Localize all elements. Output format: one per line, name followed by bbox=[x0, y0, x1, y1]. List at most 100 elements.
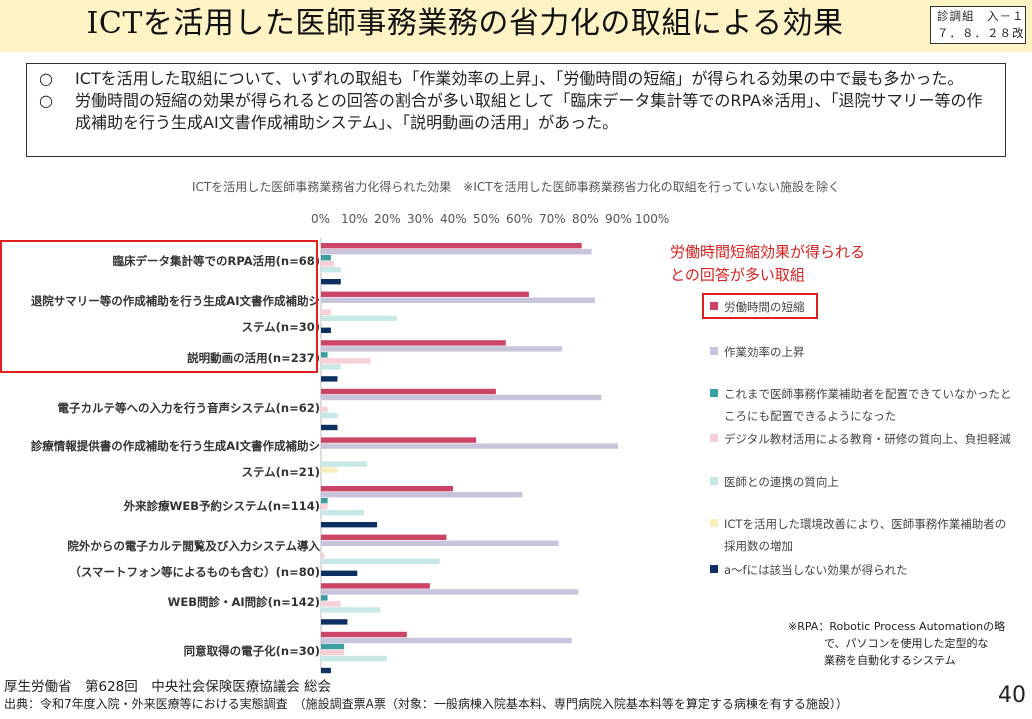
page-title: ICTを活用した医師事務業務の省力化の取組による効果 bbox=[86, 6, 844, 41]
bar bbox=[321, 364, 341, 370]
bar bbox=[321, 467, 338, 473]
bar bbox=[321, 261, 335, 267]
bar bbox=[321, 607, 381, 613]
x-tick-label: 40% bbox=[440, 212, 467, 226]
legend-swatch bbox=[710, 477, 718, 485]
legend-label: デジタル教材活用による教育・研修の質向上、負担軽減 bbox=[724, 432, 1011, 446]
bar bbox=[321, 437, 477, 443]
category-label: 院外からの電子カルテ閲覧及び入力システム導入 bbox=[67, 539, 320, 553]
bar bbox=[321, 279, 341, 285]
badge-line-1: 診調組 入－１ bbox=[937, 9, 1025, 23]
legend-label: 労働時間の短縮 bbox=[724, 300, 805, 314]
bar bbox=[321, 643, 345, 650]
bar bbox=[321, 486, 453, 492]
bar bbox=[321, 667, 331, 674]
legend-item: これまで医師事務作業補助者を配置できていなかったと bbox=[710, 383, 1012, 405]
legend-label: 採用数の増加 bbox=[724, 539, 793, 553]
bar bbox=[321, 267, 341, 273]
legend-item: 採用数の増加 bbox=[724, 535, 793, 557]
bar bbox=[321, 534, 447, 540]
bar bbox=[321, 412, 338, 419]
legend-label: ころにも配置できるようになった bbox=[724, 409, 897, 423]
x-tick-label: 100% bbox=[635, 212, 670, 226]
legend-label: 医師との連携の質向上 bbox=[724, 475, 839, 489]
summary-point-1-text: ICTを活用した取組について、いずれの取組も「作業効率の上昇」、「労働時間の短縮… bbox=[75, 69, 964, 88]
bar bbox=[321, 631, 407, 638]
highlight-box bbox=[0, 240, 318, 373]
document-badge: 診調組 入－１ ７．８．２８改 bbox=[930, 6, 1026, 44]
category-label: WEB問診・AI問診(n=142) bbox=[167, 595, 320, 609]
category-label: ステム(n=21) bbox=[241, 465, 321, 479]
legend-label: これまで医師事務作業補助者を配置できていなかったと bbox=[724, 387, 1012, 401]
legend-label: ICTを活用した環境改善により、医師事務作業補助者の bbox=[724, 517, 1007, 531]
bar bbox=[321, 619, 348, 625]
page-number: 40 bbox=[998, 683, 1026, 708]
x-tick-label: 10% bbox=[341, 212, 368, 226]
category-label: ステム(n=30) bbox=[241, 320, 321, 334]
bar bbox=[321, 570, 358, 576]
bar bbox=[321, 346, 562, 352]
legend-swatch bbox=[710, 434, 718, 442]
legend-item: ころにも配置できるようになった bbox=[724, 405, 896, 427]
legend-item: a～fには該当しない効果が得られた bbox=[710, 559, 908, 581]
bar bbox=[321, 498, 328, 504]
bar bbox=[321, 504, 328, 510]
category-label: 診療情報提供書の作成補助を行う生成AI文書作成補助シ bbox=[30, 439, 320, 453]
bar bbox=[321, 309, 331, 315]
bar bbox=[321, 655, 387, 662]
bar bbox=[321, 249, 592, 255]
bullet-mark: ○ bbox=[39, 69, 53, 88]
highlight-note: 労働時間短縮効果が得られる との回答が多い取組 bbox=[670, 241, 865, 287]
rpa-footnote: ※RPA：Robotic Process Automationの略 で、パソコン… bbox=[788, 618, 1005, 669]
footer-org: 厚生労働省 第628回 中央社会保険医療協議会 総会 bbox=[4, 679, 332, 695]
category-label: 臨床データ集計等でのRPA活用(n=68) bbox=[112, 254, 320, 268]
legend-item: ICTを活用した環境改善により、医師事務作業補助者の bbox=[710, 513, 1006, 535]
bar bbox=[321, 255, 331, 261]
legend-swatch bbox=[710, 389, 718, 397]
legend-item: 労働時間の短縮 bbox=[710, 296, 805, 318]
summary-point-1: ○ ICTを活用した取組について、いずれの取組も「作業効率の上昇」、「労働時間の… bbox=[37, 68, 995, 90]
chart-title: ICTを活用した医師事務業務省力化得られた効果 ※ICTを活用した医師事務業務省… bbox=[192, 180, 840, 194]
category-label: 説明動画の活用(n=237) bbox=[187, 351, 320, 365]
bar bbox=[321, 558, 440, 564]
x-tick-label: 30% bbox=[407, 212, 434, 226]
x-tick-label: 80% bbox=[572, 212, 599, 226]
bar bbox=[321, 424, 338, 431]
summary-box: ○ ICTを活用した取組について、いずれの取組も「作業効率の上昇」、「労働時間の… bbox=[26, 63, 1006, 157]
x-tick-label: 90% bbox=[605, 212, 632, 226]
bar bbox=[321, 540, 559, 546]
bar bbox=[321, 327, 331, 333]
bar bbox=[321, 394, 602, 401]
bar bbox=[321, 243, 582, 249]
category-label: 電子カルテ等への入力を行う音声システム(n=62) bbox=[57, 401, 321, 415]
bar bbox=[321, 461, 368, 467]
legend-swatch bbox=[710, 519, 718, 527]
bar bbox=[321, 315, 397, 321]
bar bbox=[321, 589, 579, 595]
footer-source: 出典：令和7年度入院・外来医療等における実態調査 （施設調査票A票（対象：一般病… bbox=[4, 697, 848, 711]
bar bbox=[321, 406, 328, 413]
x-tick-label: 60% bbox=[506, 212, 533, 226]
summary-point-2-text: 労働時間の短縮の効果が得られるとの回答の割合が多い取組として「臨床データ集計等で… bbox=[75, 91, 983, 132]
rpa-footnote-line-3: 業務を自動化するシステム bbox=[824, 654, 956, 667]
legend-item: 作業効率の上昇 bbox=[710, 341, 805, 363]
rpa-footnote-line-2: で、パソコンを使用した定型的な bbox=[824, 637, 989, 650]
bar bbox=[321, 297, 595, 303]
bar bbox=[321, 340, 506, 346]
legend-label: a～fには該当しない効果が得られた bbox=[724, 563, 908, 577]
highlight-note-line-1: 労働時間短縮効果が得られる bbox=[670, 243, 866, 261]
legend-swatch bbox=[710, 302, 718, 310]
legend-swatch bbox=[710, 565, 718, 573]
bar bbox=[321, 291, 529, 297]
bar bbox=[321, 552, 325, 558]
legend-swatch bbox=[710, 347, 718, 355]
x-tick-label: 0% bbox=[311, 212, 331, 226]
summary-point-2: ○ 労働時間の短縮の効果が得られるとの回答の割合が多い取組として「臨床データ集計… bbox=[37, 90, 995, 134]
legend-highlight-box bbox=[702, 293, 818, 319]
bar bbox=[321, 595, 328, 601]
category-label: （スマートフォン等によるものも含む）(n=80) bbox=[69, 565, 320, 579]
bar bbox=[321, 443, 618, 449]
category-label: 同意取得の電子化(n=30) bbox=[183, 644, 320, 658]
bar bbox=[321, 637, 572, 644]
